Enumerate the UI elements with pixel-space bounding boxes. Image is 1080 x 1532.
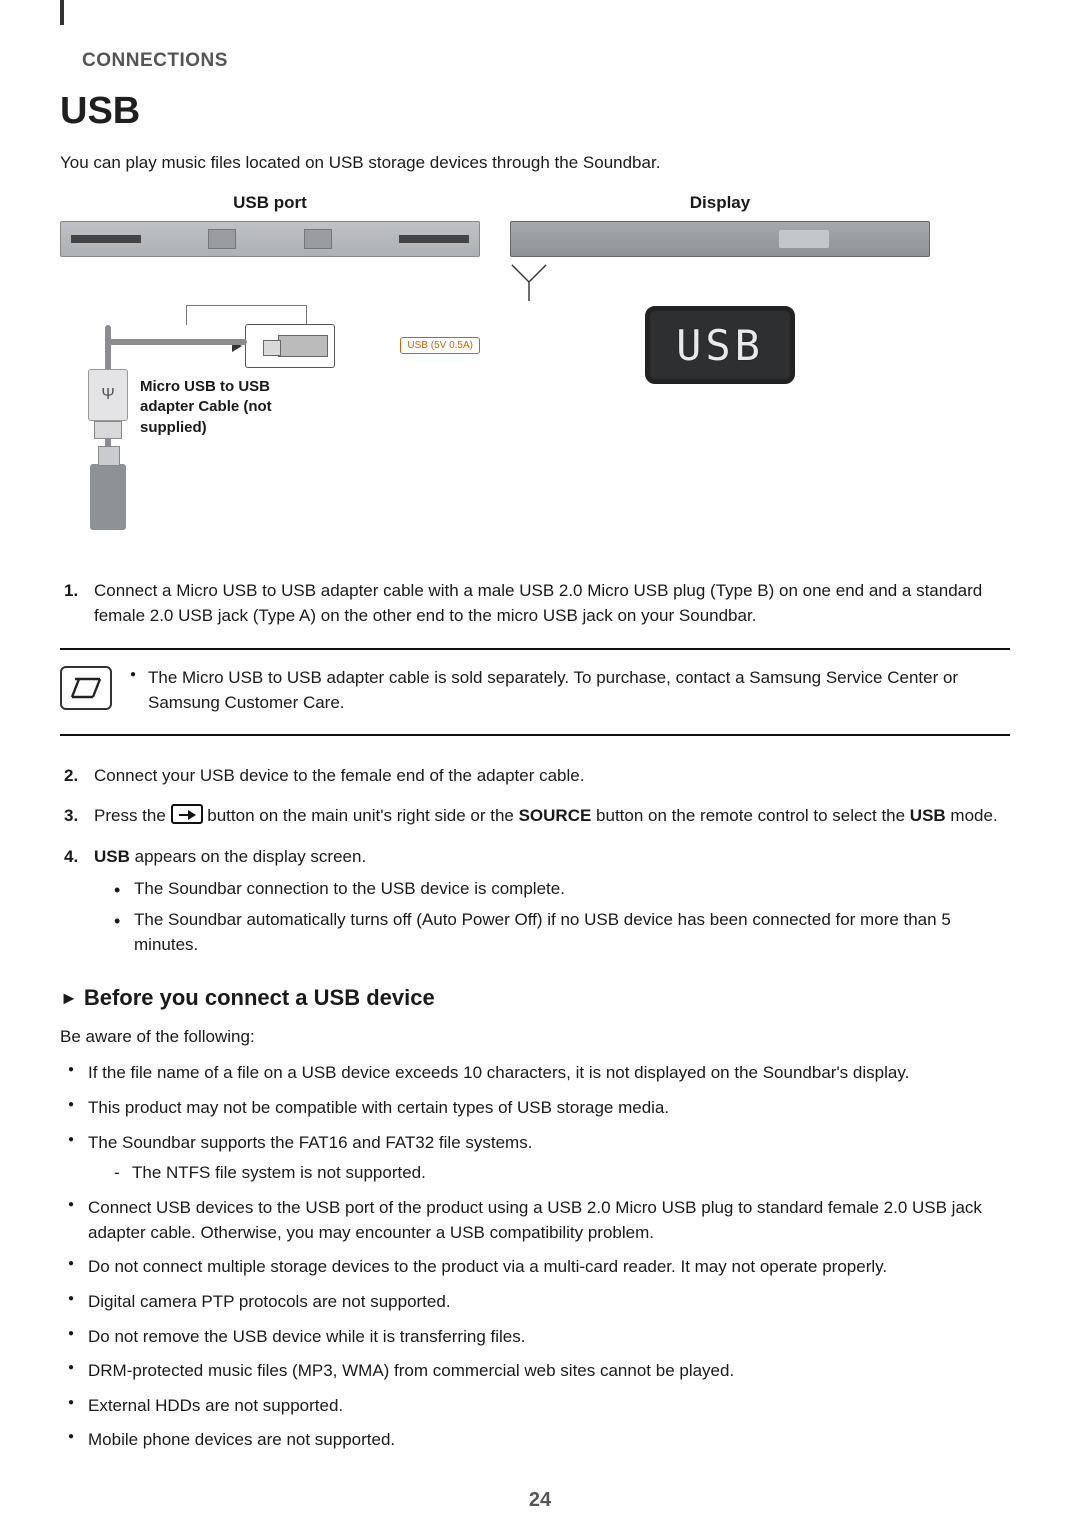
steps-list-continued: Connect your USB device to the female en…: [60, 764, 1010, 958]
soundbar-illustration: [60, 221, 480, 257]
display-panel: USB: [645, 306, 795, 384]
figure-usb-port: USB port USB (5V 0.5A) Micro USB to USB …: [60, 193, 480, 529]
warning-item: The Soundbar supports the FAT16 and FAT3…: [60, 1131, 1010, 1186]
note-block: The Micro USB to USB adapter cable is so…: [60, 648, 1010, 735]
step-3-text-a: Press the: [94, 806, 171, 825]
soundbar-top-view: [510, 221, 930, 257]
display-readout: USB: [676, 321, 764, 370]
step-4-sub2: The Soundbar automatically turns off (Au…: [94, 908, 1010, 957]
triangle-icon: ►: [60, 988, 78, 1008]
step-1: Connect a Micro USB to USB adapter cable…: [60, 579, 1010, 628]
usb-spec-badge: USB (5V 0.5A): [400, 337, 480, 354]
warning-sublist: The NTFS file system is not supported.: [88, 1161, 1010, 1186]
soundbar-control-left: [208, 229, 236, 249]
cable-callout-text: Micro USB to USB adapter Cable (not supp…: [140, 377, 300, 438]
step-2: Connect your USB device to the female en…: [60, 764, 1010, 789]
leader-line: [306, 305, 307, 325]
step-3: Press the button on the main unit's righ…: [60, 804, 1010, 829]
step-4-usb-label: USB: [94, 847, 130, 866]
warning-item-text: The Soundbar supports the FAT16 and FAT3…: [88, 1133, 532, 1152]
note-icon: [60, 666, 112, 710]
section-label: CONNECTIONS: [82, 50, 1010, 72]
header-accent-line: [60, 0, 64, 25]
steps-list: Connect a Micro USB to USB adapter cable…: [60, 579, 1010, 628]
subheading: ► Before you connect a USB device: [60, 985, 1010, 1011]
step-2-text: Connect your USB device to the female en…: [94, 766, 584, 785]
warning-item: External HDDs are not supported.: [60, 1394, 1010, 1419]
figure-label-left: USB port: [60, 193, 480, 213]
warning-item: Connect USB devices to the USB port of t…: [60, 1196, 1010, 1245]
step-3-text-c: button on the remote control to select t…: [591, 806, 909, 825]
usb-cable-diagram: USB (5V 0.5A) Micro USB to USB adapter C…: [60, 269, 480, 529]
warnings-list: If the file name of a file on a USB devi…: [60, 1061, 1010, 1453]
usb-flash-drive: [90, 464, 126, 530]
cable-horizontal: [105, 339, 247, 345]
source-label: SOURCE: [519, 806, 592, 825]
subheading-text: Before you connect a USB device: [84, 985, 435, 1010]
warning-item: Digital camera PTP protocols are not sup…: [60, 1290, 1010, 1315]
plug-graphic: [278, 335, 328, 357]
warning-item: Mobile phone devices are not supported.: [60, 1428, 1010, 1453]
warning-item: Do not remove the USB device while it is…: [60, 1325, 1010, 1350]
step-4: USB appears on the display screen. The S…: [60, 845, 1010, 958]
warning-item: DRM-protected music files (MP3, WMA) fro…: [60, 1359, 1010, 1384]
micro-usb-plug: [245, 324, 335, 368]
warning-subitem: The NTFS file system is not supported.: [88, 1161, 1010, 1186]
pointer-line-icon: [510, 263, 548, 301]
lead-in-text: Be aware of the following:: [60, 1027, 1010, 1047]
step-4-sublist: The Soundbar connection to the USB devic…: [94, 877, 1010, 957]
speaker-grill-left: [71, 235, 141, 243]
step-3-text-d: mode.: [946, 806, 998, 825]
warning-item: This product may not be compatible with …: [60, 1096, 1010, 1121]
usb-mode-label: USB: [910, 806, 946, 825]
step-1-text: Connect a Micro USB to USB adapter cable…: [94, 581, 982, 625]
figure-display: Display USB: [510, 193, 930, 384]
usb-adapter-female: [88, 369, 128, 421]
note-list: The Micro USB to USB adapter cable is so…: [130, 666, 1010, 715]
leader-line-2: [186, 305, 187, 325]
page-title: USB: [60, 90, 1010, 133]
intro-text: You can play music files located on USB …: [60, 153, 1010, 173]
soundbar-control-right: [304, 229, 332, 249]
usb-adapter-port: [94, 421, 122, 439]
note-item: The Micro USB to USB adapter cable is so…: [130, 666, 1010, 715]
figure-label-right: Display: [510, 193, 930, 213]
warning-item: If the file name of a file on a USB devi…: [60, 1061, 1010, 1086]
step-3-text-b: button on the main unit's right side or …: [203, 806, 519, 825]
figures-row: USB port USB (5V 0.5A) Micro USB to USB …: [60, 193, 1010, 529]
page-number: 24: [0, 1489, 1080, 1512]
warning-item: Do not connect multiple storage devices …: [60, 1255, 1010, 1280]
speaker-grill-right: [399, 235, 469, 243]
step-4-rest: appears on the display screen.: [130, 847, 366, 866]
source-button-icon: [171, 804, 203, 824]
step-4-sub1: The Soundbar connection to the USB devic…: [94, 877, 1010, 902]
